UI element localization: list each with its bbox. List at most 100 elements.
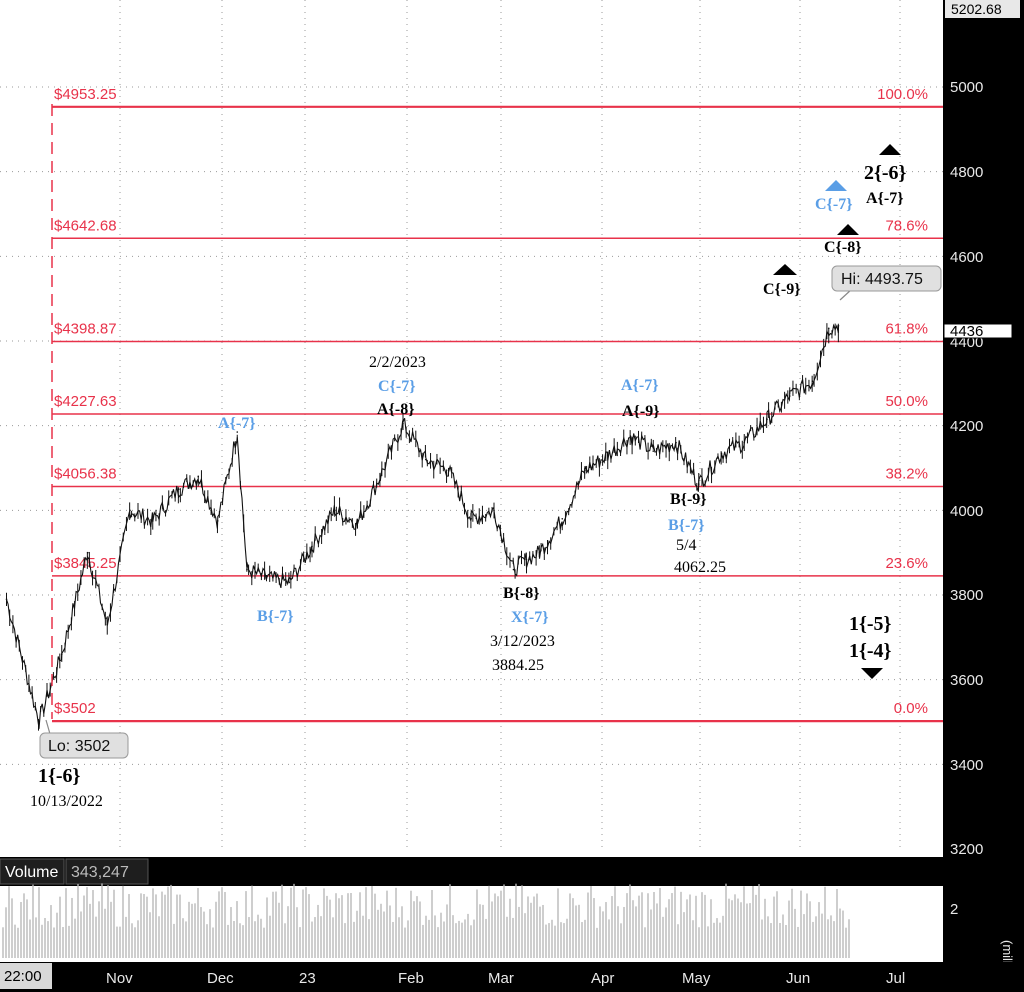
up-triangle-icon	[879, 144, 901, 155]
time-axis-ticks: Nov Dec 23 Feb Mar Apr May Jun Jul	[106, 970, 905, 987]
grid-lines	[0, 0, 943, 850]
price-point	[151, 520, 154, 522]
volume-bars	[2, 883, 850, 958]
price-point	[424, 458, 427, 461]
price-point	[379, 475, 382, 478]
price-point	[60, 653, 63, 656]
wave-label: C{-8}	[824, 239, 862, 256]
price-point	[5, 598, 8, 601]
wave-label: B{-8}	[503, 585, 540, 602]
wave-label: A{-7}	[621, 377, 659, 394]
price-point	[447, 469, 450, 471]
price-point	[246, 568, 248, 571]
price-point	[216, 520, 219, 522]
up-triangle-icon	[837, 224, 859, 235]
volume-value-box	[65, 858, 149, 885]
top-price-readout-box	[945, 0, 1020, 18]
time-tick-label: Jul	[886, 970, 905, 987]
wave-label: X{-7}	[511, 609, 549, 626]
wave-label: A{-7}	[218, 415, 256, 432]
price-point	[493, 509, 495, 512]
price-tick-label: 3400	[950, 757, 983, 774]
price-point	[333, 509, 336, 512]
price-point	[38, 720, 40, 722]
price-point	[606, 454, 609, 457]
high-callout-text: Hi: 4493.75	[841, 271, 923, 288]
time-tick-label: 23	[299, 970, 316, 987]
price-point	[629, 435, 632, 438]
price-point	[766, 418, 768, 421]
price-tick-label: 3600	[950, 672, 983, 689]
wave-label: A{-8}	[377, 401, 415, 418]
price-point	[265, 577, 268, 579]
wave-label: 1{-5}	[849, 613, 892, 635]
price-tick-label: 4200	[950, 418, 983, 435]
price-point	[129, 509, 131, 512]
price-point	[311, 545, 313, 548]
time-tick-label: Jun	[786, 970, 810, 987]
fib-pct-label: 23.6%	[885, 555, 928, 572]
price-point	[236, 431, 239, 433]
fib-levels: $4953.25 100.0% $4642.68 78.6% $4398.87 61.8%…	[52, 86, 943, 723]
wave-markers	[773, 144, 901, 679]
price-tick-label: 3800	[950, 587, 983, 604]
last-price-label: 4436	[950, 323, 983, 340]
wave-label: C{-7}	[378, 378, 416, 395]
price-point	[697, 483, 700, 485]
price-point	[177, 488, 180, 490]
up-triangle-icon	[825, 180, 847, 191]
fib-pct-label: 50.0%	[885, 393, 928, 410]
wave-labels: 1{-6} 10/13/2022 A{-7} B{-7} 2/2/2023 C{…	[30, 162, 907, 810]
wave-label: A{-9}	[622, 403, 660, 420]
fib-price-label: $4642.68	[54, 217, 117, 234]
wave-label: A{-7}	[866, 190, 904, 207]
price-point	[811, 380, 814, 383]
volume-header	[0, 857, 943, 886]
fib-pct-label: 78.6%	[885, 217, 928, 234]
wave-price-label: 3884.25	[492, 657, 544, 674]
price-tick-label: 5000	[950, 79, 983, 96]
time-tick-label: Feb	[398, 970, 424, 987]
fib-price-label: $3845.25	[54, 555, 117, 572]
wave-label: C{-7}	[815, 196, 853, 213]
time-tick-label: Apr	[591, 970, 614, 987]
down-triangle-icon	[861, 668, 883, 679]
time-readout-box	[0, 963, 52, 989]
wave-date-label: 10/13/2022	[30, 793, 103, 810]
price-axis-ticks: 5000 4800 4600 4400 4200 4000 3800 3600 …	[950, 79, 983, 858]
wave-date-label: 2/2/2023	[369, 354, 426, 371]
price-point	[837, 324, 840, 327]
wave-label: 1{-6}	[38, 765, 81, 787]
price-point	[538, 551, 541, 554]
wave-date-label: 5/4	[676, 537, 696, 554]
price-point	[106, 623, 109, 626]
up-triangle-icon	[773, 264, 797, 275]
price-point	[356, 522, 359, 524]
price-point	[561, 518, 564, 520]
price-point	[675, 441, 677, 444]
low-callout: Lo: 3502	[39, 719, 129, 759]
low-callout-text: Lo: 3502	[48, 738, 110, 755]
price-point	[197, 475, 200, 478]
price-point	[525, 558, 528, 561]
fib-pct-label: 38.2%	[885, 465, 928, 482]
price-series	[5, 323, 840, 731]
price-point	[652, 450, 655, 452]
price-point	[584, 469, 586, 471]
time-readout: 22:00	[4, 968, 42, 985]
last-price-box	[943, 323, 1013, 339]
price-point	[720, 452, 723, 454]
wave-label: C{-9}	[763, 281, 801, 298]
high-callout: Hi: 4493.75	[831, 265, 942, 301]
volume-title-box	[0, 858, 65, 885]
price-point	[470, 518, 473, 520]
fib-price-label: $4056.38	[54, 465, 117, 482]
price-point	[402, 422, 404, 425]
price-tick-label: 4600	[950, 249, 983, 266]
wave-date-label: 3/12/2023	[490, 633, 555, 650]
price-point	[288, 581, 291, 584]
time-tick-label: Dec	[207, 970, 234, 987]
volume-tick-label: 2	[950, 901, 958, 918]
